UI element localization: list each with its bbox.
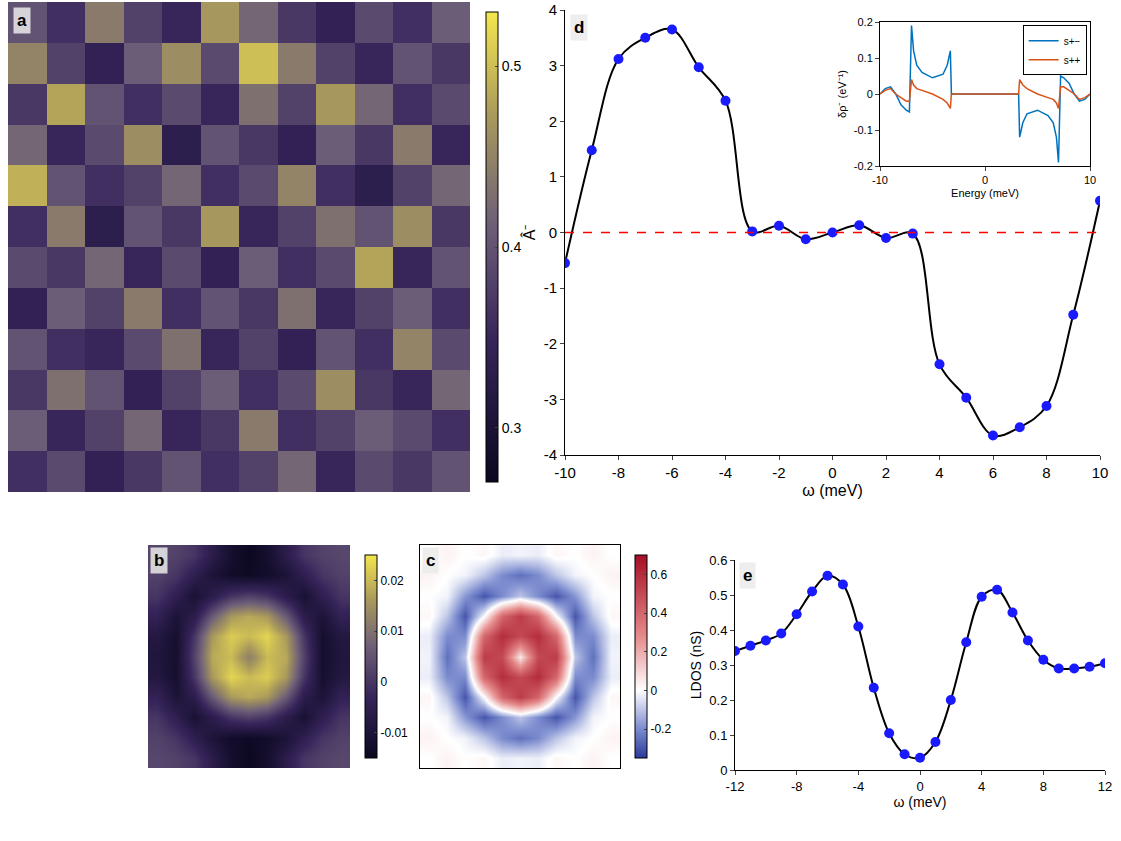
svg-text:s++: s++	[1064, 55, 1081, 66]
svg-text:0.4: 0.4	[709, 623, 727, 638]
svg-text:δρ⁻ (eV⁻¹): δρ⁻ (eV⁻¹)	[836, 70, 848, 118]
svg-text:4: 4	[978, 779, 985, 794]
svg-text:0: 0	[549, 224, 557, 241]
svg-text:0.6: 0.6	[650, 568, 667, 582]
svg-text:d: d	[574, 18, 584, 37]
svg-text:-0.2: -0.2	[650, 722, 671, 736]
svg-text:6: 6	[989, 464, 997, 481]
svg-text:2: 2	[549, 113, 557, 130]
svg-text:-0.2: -0.2	[854, 160, 873, 172]
svg-text:0.4: 0.4	[650, 606, 667, 620]
svg-text:12: 12	[1098, 779, 1112, 794]
svg-text:-6: -6	[665, 464, 678, 481]
svg-text:0.6: 0.6	[709, 553, 727, 568]
svg-text:c: c	[426, 551, 435, 570]
svg-text:-1: -1	[544, 279, 557, 296]
svg-text:0: 0	[828, 464, 836, 481]
svg-text:1: 1	[549, 168, 557, 185]
svg-text:-12: -12	[726, 779, 745, 794]
svg-text:-2: -2	[544, 335, 557, 352]
svg-text:10: 10	[1092, 464, 1109, 481]
svg-text:-10: -10	[554, 464, 576, 481]
svg-text:-4: -4	[853, 779, 865, 794]
svg-text:10: 10	[1084, 174, 1096, 186]
svg-text:8: 8	[1040, 779, 1047, 794]
svg-text:0: 0	[720, 763, 727, 778]
svg-text:4: 4	[549, 1, 557, 18]
svg-text:s+−: s+−	[1064, 36, 1081, 47]
svg-text:0.1: 0.1	[858, 52, 873, 64]
svg-text:3: 3	[549, 57, 557, 74]
svg-text:0: 0	[916, 779, 923, 794]
svg-text:-0.01: -0.01	[380, 726, 408, 740]
svg-text:0.01: 0.01	[380, 624, 404, 638]
svg-text:0.1: 0.1	[709, 728, 727, 743]
svg-text:ω (meV): ω (meV)	[802, 482, 863, 499]
svg-text:2: 2	[882, 464, 890, 481]
svg-text:8: 8	[1042, 464, 1050, 481]
svg-text:0.3: 0.3	[709, 658, 727, 673]
svg-text:0: 0	[867, 88, 873, 100]
svg-text:0: 0	[650, 684, 657, 698]
svg-text:Energy (meV): Energy (meV)	[951, 187, 1019, 199]
svg-text:-8: -8	[791, 779, 803, 794]
svg-text:-10: -10	[872, 174, 888, 186]
svg-text:b: b	[154, 551, 164, 570]
svg-text:0: 0	[982, 174, 988, 186]
svg-text:0.2: 0.2	[650, 645, 667, 659]
svg-text:0.4: 0.4	[502, 239, 522, 255]
svg-text:-8: -8	[612, 464, 625, 481]
svg-text:0.2: 0.2	[709, 693, 727, 708]
svg-text:-3: -3	[544, 391, 557, 408]
svg-text:LDOS (nS): LDOS (nS)	[688, 631, 704, 699]
svg-text:Â⁻: Â⁻	[520, 225, 538, 241]
svg-text:-4: -4	[719, 464, 732, 481]
svg-text:0: 0	[380, 675, 387, 689]
svg-text:4: 4	[935, 464, 943, 481]
svg-text:-0.1: -0.1	[854, 124, 873, 136]
svg-text:ω (meV): ω (meV)	[894, 794, 947, 810]
svg-text:0.5: 0.5	[502, 58, 522, 74]
svg-text:a: a	[17, 11, 27, 30]
svg-text:-4: -4	[544, 446, 557, 463]
svg-text:0.5: 0.5	[709, 588, 727, 603]
svg-text:e: e	[743, 566, 752, 585]
svg-text:0.3: 0.3	[502, 420, 522, 436]
svg-text:-2: -2	[772, 464, 785, 481]
svg-text:0.2: 0.2	[858, 16, 873, 28]
svg-text:0.02: 0.02	[380, 574, 404, 588]
